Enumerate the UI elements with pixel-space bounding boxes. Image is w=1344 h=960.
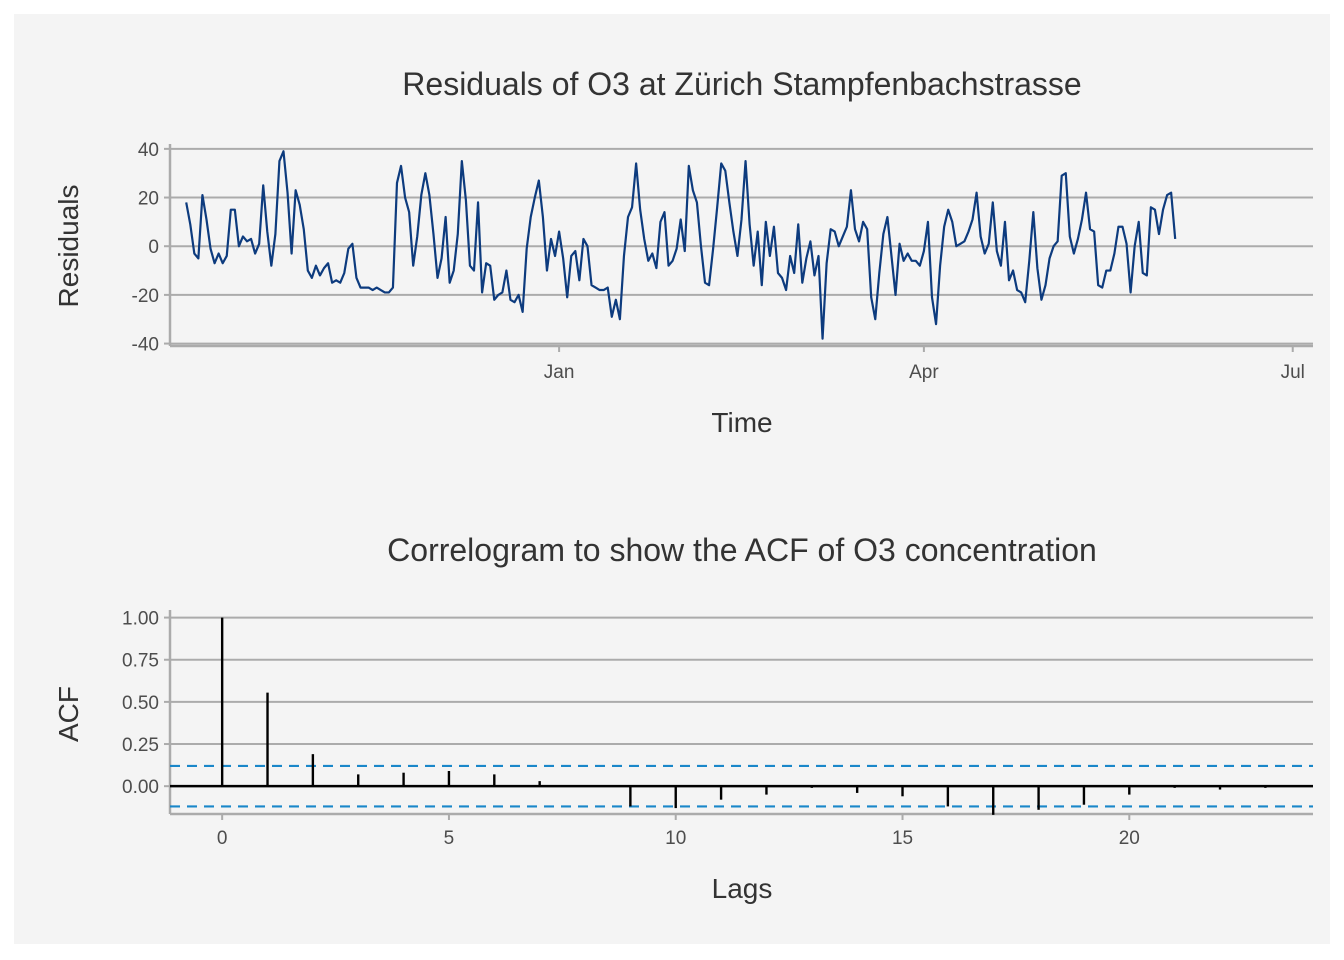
residuals-y-tick-label: 40 — [138, 140, 159, 161]
residuals-line — [185, 150, 1177, 340]
acf-y-axis-title: ACF — [53, 686, 84, 742]
acf-panel: Correlogram to show the ACF of O3 concen… — [53, 532, 1313, 904]
acf-x-ticks: 0 5 10 15 20 — [217, 814, 1140, 849]
acf-x-tick-label: 0 — [217, 828, 228, 849]
acf-x-tick-label: 5 — [444, 828, 455, 849]
residuals-x-tick-label: Jul — [1281, 362, 1305, 383]
acf-x-axis-title: Lags — [712, 873, 773, 904]
acf-y-ticks: 1.00 0.75 0.50 0.25 0.00 — [122, 609, 170, 798]
acf-x-tick-label: 20 — [1119, 828, 1140, 849]
residuals-y-tick-label: -40 — [132, 335, 159, 356]
acf-y-tick-label: 0.75 — [122, 651, 159, 672]
residuals-series — [185, 150, 1177, 340]
acf-y-tick-label: 0.50 — [122, 693, 159, 714]
residuals-x-tick-label: Jan — [544, 362, 575, 383]
residuals-y-axis-title: Residuals — [53, 185, 84, 308]
residuals-gridlines — [170, 147, 1313, 345]
residuals-panel: Residuals of O3 at Zürich Stampfenbachst… — [53, 66, 1313, 438]
residuals-x-ticks: Jan Apr Jul — [544, 346, 1305, 383]
residuals-x-axis-title: Time — [711, 407, 772, 438]
acf-x-tick-label: 15 — [892, 828, 913, 849]
acf-y-tick-label: 0.25 — [122, 735, 159, 756]
acf-bars — [220, 617, 1267, 815]
acf-x-tick-label: 10 — [665, 828, 686, 849]
residuals-x-tick-label: Apr — [909, 362, 939, 383]
acf-y-tick-label: 0.00 — [122, 777, 159, 798]
residuals-y-tick-label: 20 — [138, 189, 159, 210]
acf-title: Correlogram to show the ACF of O3 concen… — [387, 532, 1097, 568]
residuals-y-tick-label: 0 — [148, 237, 159, 258]
acf-confidence-lines — [170, 764, 1313, 808]
residuals-y-tick-label: -20 — [132, 286, 159, 307]
figure-background — [14, 14, 1330, 944]
acf-y-tick-label: 1.00 — [122, 609, 159, 630]
residuals-y-ticks: 40 20 0 -20 -40 — [132, 140, 170, 356]
residuals-title: Residuals of O3 at Zürich Stampfenbachst… — [402, 66, 1081, 102]
